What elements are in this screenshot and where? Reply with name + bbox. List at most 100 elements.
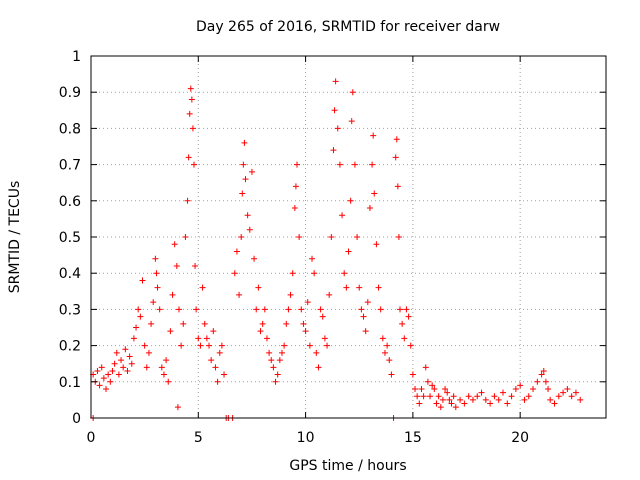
data-point [239,190,246,197]
data-point [137,313,144,320]
data-point [439,396,446,403]
data-point [369,161,376,168]
data-point [285,306,292,313]
data-point [244,212,251,219]
data-point [189,125,196,132]
data-point [270,364,277,371]
data-point [487,400,494,407]
data-point [100,375,107,382]
data-point [420,393,427,400]
y-tick-label: 0.5 [59,230,81,246]
data-point [555,393,562,400]
data-point [197,342,204,349]
data-point [187,85,194,92]
data-point [175,306,182,313]
data-point [478,389,485,396]
data-point [201,320,208,327]
data-point [281,342,288,349]
data-point [469,396,476,403]
data-point [188,96,195,103]
x-axis-title: GPS time / hours [289,458,406,474]
data-point [512,386,519,393]
data-point [111,360,118,367]
data-point [94,367,101,374]
data-point [98,364,105,371]
data-point [375,284,382,291]
data-point [212,364,219,371]
data-point [504,400,511,407]
data-point [145,349,152,356]
data-point [348,118,355,125]
data-point [296,234,303,240]
y-tick-label: 0 [72,411,81,427]
x-tick-label: 20 [511,430,529,446]
data-point [370,132,377,139]
data-point [491,393,498,400]
data-point [103,386,110,393]
data-point [336,161,343,168]
data-point [251,255,258,262]
data-point [148,320,155,327]
y-tick-label: 0.4 [59,266,81,282]
data-point [437,404,444,411]
data-point [186,110,193,117]
y-tick-label: 0.6 [59,194,81,210]
data-point [326,291,333,298]
data-point [500,389,506,396]
data-point [238,234,245,240]
data-point [287,291,294,298]
data-point [268,357,275,364]
data-point [128,360,135,367]
data-point [292,183,299,190]
data-point [107,378,114,385]
data-point [482,396,489,403]
data-point [356,284,363,291]
data-point [347,197,354,204]
data-point [261,306,268,313]
data-point [300,320,307,327]
data-point [444,389,451,396]
data-point [572,389,579,396]
data-point [124,367,131,374]
data-point [429,382,436,389]
data-point [153,270,160,277]
data-point [180,320,187,327]
data-point [508,393,515,400]
x-tick-label: 10 [297,430,315,446]
data-point [255,284,262,291]
data-point [178,342,185,349]
data-point [577,396,584,403]
data-point [377,306,384,313]
data-point [530,386,537,393]
data-point [214,378,221,385]
data-point [414,393,421,400]
data-point [551,400,558,407]
data-point [422,364,429,371]
data-point [339,212,346,219]
data-point [341,270,348,277]
y-axis-title: SRMTID / TECUs [7,181,23,294]
data-point [371,190,378,197]
data-point [289,270,296,277]
data-point [433,400,440,407]
y-tick-label: 0.9 [59,85,81,101]
data-point [216,349,223,356]
tick-labels: 00.10.20.30.40.50.60.70.80.910 5 10 15 20 [59,49,529,446]
data-point [118,357,125,364]
data-point [545,386,552,393]
data-point [152,255,159,262]
data-point [474,393,481,400]
data-point [241,139,248,146]
data-point [195,335,202,342]
data-point [403,306,410,313]
data-point [231,270,238,277]
data-point [418,386,425,393]
data-point [395,234,402,240]
data-point [540,367,547,374]
data-point [154,284,161,291]
axis-ticks [90,55,606,419]
data-point [167,328,174,335]
chart-title: Day 265 of 2016, SRMTID for receiver dar… [196,19,500,35]
data-point [319,313,326,320]
